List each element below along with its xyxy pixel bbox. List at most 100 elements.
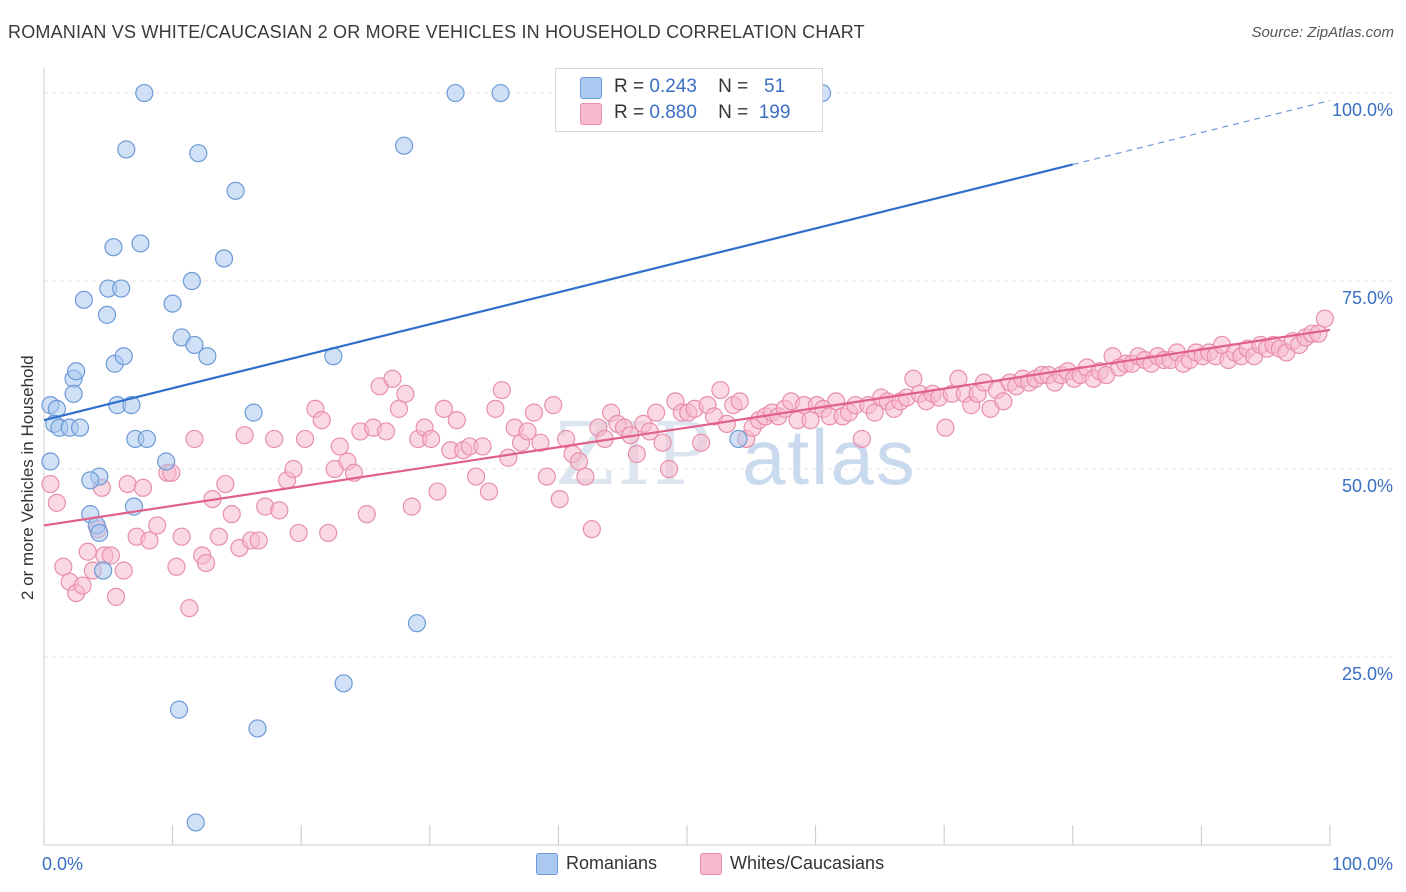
- point-whites: [180, 599, 199, 618]
- x-tick-label: 100.0%: [1332, 854, 1393, 874]
- point-whites: [550, 489, 569, 509]
- point-whites: [852, 429, 871, 449]
- point-whites: [185, 429, 204, 449]
- point-romanians: [214, 249, 234, 268]
- point-romanians: [226, 181, 245, 200]
- series-romanians-points: [41, 83, 832, 832]
- point-romanians: [137, 429, 156, 449]
- legend-n-value: 199: [758, 102, 791, 123]
- point-whites: [801, 411, 820, 430]
- point-romanians: [122, 396, 141, 415]
- point-whites: [209, 527, 228, 546]
- legend-label-romanians: Romanians: [566, 853, 658, 873]
- point-whites: [466, 467, 486, 486]
- legend-n-label: N =: [718, 76, 749, 97]
- y-tick-label: 100.0%: [1332, 100, 1393, 120]
- point-whites: [524, 403, 544, 422]
- point-romanians: [182, 271, 201, 291]
- point-whites: [479, 482, 499, 501]
- point-whites: [312, 411, 331, 430]
- point-romanians: [334, 674, 353, 693]
- legend-swatch-romanians: [580, 77, 602, 99]
- point-whites: [428, 482, 447, 501]
- point-romanians: [117, 140, 136, 159]
- point-romanians: [169, 700, 189, 719]
- point-romanians: [491, 83, 510, 103]
- point-whites: [865, 403, 884, 422]
- point-whites: [222, 505, 241, 524]
- point-romanians: [81, 471, 100, 490]
- point-whites: [319, 523, 338, 543]
- series-whites-points: [41, 309, 1334, 618]
- chart-source: Source: ZipAtlas.com: [1251, 24, 1394, 41]
- legend-label-whites: Whites/Caucasians: [730, 853, 885, 873]
- point-whites: [41, 474, 60, 494]
- point-whites: [653, 433, 672, 452]
- point-whites: [544, 396, 563, 415]
- point-whites: [499, 448, 518, 467]
- legend-n-value: 51: [764, 76, 786, 97]
- point-whites: [167, 557, 186, 576]
- point-romanians: [131, 234, 150, 253]
- point-whites: [148, 516, 167, 535]
- point-whites: [576, 467, 595, 486]
- point-whites: [473, 437, 492, 456]
- point-whites: [133, 478, 153, 497]
- point-whites: [389, 399, 409, 418]
- point-whites: [289, 523, 308, 543]
- chart-title: ROMANIAN VS WHITE/CAUCASIAN 2 OR MORE VE…: [8, 22, 865, 42]
- point-whites: [78, 542, 97, 561]
- point-whites: [647, 403, 666, 422]
- point-whites: [486, 399, 505, 418]
- legend-n-label: N =: [718, 102, 749, 123]
- point-whites: [569, 452, 589, 471]
- point-whites: [717, 414, 736, 434]
- point-whites: [235, 426, 254, 445]
- point-romanians: [157, 452, 176, 471]
- point-romanians: [94, 561, 113, 580]
- legend-swatch-whites: [580, 103, 602, 125]
- point-romanians: [248, 719, 267, 738]
- point-whites: [557, 429, 576, 449]
- point-whites: [518, 422, 537, 441]
- point-whites: [265, 429, 284, 449]
- point-romanians: [74, 290, 93, 309]
- point-romanians: [163, 294, 182, 313]
- point-whites: [140, 531, 159, 550]
- trend-line-whites: [43, 328, 1331, 527]
- point-whites: [692, 433, 711, 452]
- point-whites: [284, 459, 303, 479]
- point-whites: [492, 380, 511, 400]
- point-whites: [106, 587, 126, 606]
- point-whites: [357, 505, 376, 524]
- legend-r-value: 0.880: [649, 102, 697, 123]
- point-whites: [172, 527, 191, 546]
- trend-line-romanians-extension: [1072, 99, 1331, 166]
- point-romanians: [97, 305, 117, 324]
- point-romanians: [135, 83, 154, 103]
- point-romanians: [114, 347, 133, 366]
- point-whites: [330, 437, 349, 456]
- point-whites: [114, 561, 133, 580]
- point-romanians: [104, 238, 123, 257]
- point-whites: [396, 384, 415, 403]
- point-romanians: [90, 523, 109, 543]
- legend-stats: R = 0.243 N = 51 R = 0.880 N = 199: [555, 68, 823, 132]
- point-whites: [711, 380, 730, 400]
- point-whites: [659, 459, 679, 479]
- trend-line-romanians: [43, 163, 1074, 422]
- point-romanians: [185, 335, 204, 355]
- point-whites: [627, 444, 646, 464]
- tick-labels: 25.0% 50.0% 75.0% 100.0% 0.0% 100.0%: [42, 100, 1393, 874]
- point-whites: [730, 392, 749, 411]
- point-romanians: [64, 384, 83, 403]
- point-whites: [73, 576, 92, 595]
- point-whites: [295, 429, 315, 449]
- y-tick-label: 25.0%: [1342, 664, 1393, 684]
- legend-series: Romanians Whites/Caucasians: [0, 852, 1406, 876]
- legend-swatch-romanians: [536, 853, 558, 875]
- grid-lines: [44, 92, 1392, 658]
- legend-r-value: 0.243: [649, 76, 697, 97]
- point-romanians: [244, 403, 263, 422]
